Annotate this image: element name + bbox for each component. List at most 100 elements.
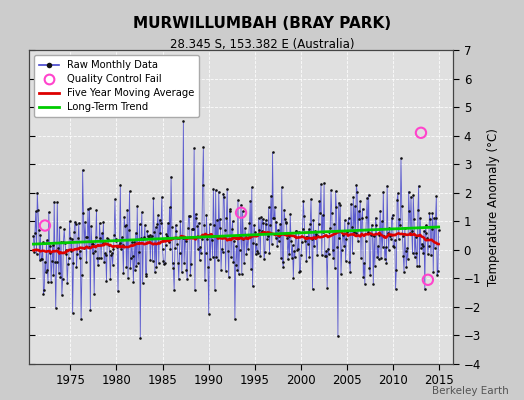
Point <box>140 234 148 241</box>
Point <box>393 197 401 203</box>
Point <box>354 238 362 244</box>
Point <box>255 227 264 233</box>
Point <box>299 198 308 204</box>
Point <box>372 214 380 221</box>
Point <box>161 260 169 266</box>
Point <box>285 251 293 257</box>
Point <box>301 234 310 240</box>
Point <box>358 206 367 212</box>
Point <box>317 181 325 187</box>
Point <box>351 203 359 209</box>
Point <box>298 226 307 233</box>
Point <box>166 204 174 210</box>
Point <box>311 228 319 234</box>
Point <box>195 257 204 263</box>
Point <box>143 228 151 234</box>
Point <box>161 242 170 248</box>
Point <box>219 249 227 255</box>
Point <box>57 239 66 245</box>
Point <box>35 226 43 233</box>
Point <box>304 240 312 247</box>
Point <box>124 275 132 282</box>
Point <box>103 235 112 241</box>
Point <box>347 201 355 207</box>
Point <box>406 230 414 236</box>
Point <box>316 210 324 216</box>
Point <box>271 234 280 241</box>
Point <box>60 226 68 232</box>
Point <box>174 276 183 282</box>
Point <box>362 214 370 220</box>
Point <box>296 268 304 274</box>
Point <box>199 144 208 150</box>
Point <box>122 263 130 270</box>
Point <box>69 310 77 316</box>
Point <box>279 264 288 270</box>
Point <box>90 291 99 297</box>
Point <box>32 251 41 257</box>
Point <box>226 206 234 212</box>
Point <box>314 221 323 228</box>
Point <box>154 212 162 218</box>
Point <box>145 234 153 241</box>
Point <box>395 216 403 222</box>
Point <box>267 192 275 199</box>
Point <box>52 259 61 265</box>
Point <box>253 248 261 254</box>
Point <box>72 221 80 227</box>
Point <box>392 267 400 273</box>
Point <box>396 222 405 228</box>
Point <box>135 221 144 227</box>
Point <box>252 241 260 247</box>
Point <box>240 260 248 266</box>
Point <box>38 239 47 245</box>
Point <box>337 271 345 277</box>
Point <box>174 260 182 266</box>
Point <box>63 280 71 286</box>
Point <box>268 149 277 156</box>
Point <box>76 248 84 254</box>
Point <box>380 233 388 239</box>
Point <box>342 258 350 264</box>
Point <box>341 217 349 223</box>
Point <box>109 246 117 252</box>
Point <box>405 208 413 214</box>
Point <box>365 264 374 271</box>
Point <box>132 229 140 236</box>
Point <box>348 250 357 256</box>
Point <box>151 269 159 275</box>
Point <box>179 118 188 124</box>
Point <box>116 182 125 188</box>
Point <box>365 192 373 198</box>
Point <box>275 232 283 239</box>
Point <box>250 229 259 236</box>
Point <box>106 276 115 283</box>
Point <box>41 269 50 276</box>
Point <box>294 228 303 235</box>
Point <box>78 272 86 278</box>
Point <box>282 219 291 226</box>
Point <box>372 222 380 228</box>
Point <box>375 256 383 263</box>
Point <box>68 236 76 242</box>
Point <box>261 217 270 224</box>
Point <box>265 250 274 256</box>
Point <box>427 252 435 258</box>
Point <box>166 246 174 252</box>
Point <box>274 227 282 233</box>
Point <box>313 252 321 258</box>
Point <box>287 238 295 244</box>
Point <box>171 222 180 228</box>
Point <box>82 259 91 265</box>
Point <box>189 226 197 232</box>
Point <box>148 233 156 240</box>
Point <box>431 214 440 221</box>
Point <box>367 222 376 228</box>
Point <box>223 186 232 192</box>
Point <box>314 232 322 239</box>
Point <box>177 234 185 240</box>
Point <box>150 228 158 235</box>
Point <box>149 195 158 201</box>
Point <box>115 240 124 246</box>
Point <box>163 233 171 239</box>
